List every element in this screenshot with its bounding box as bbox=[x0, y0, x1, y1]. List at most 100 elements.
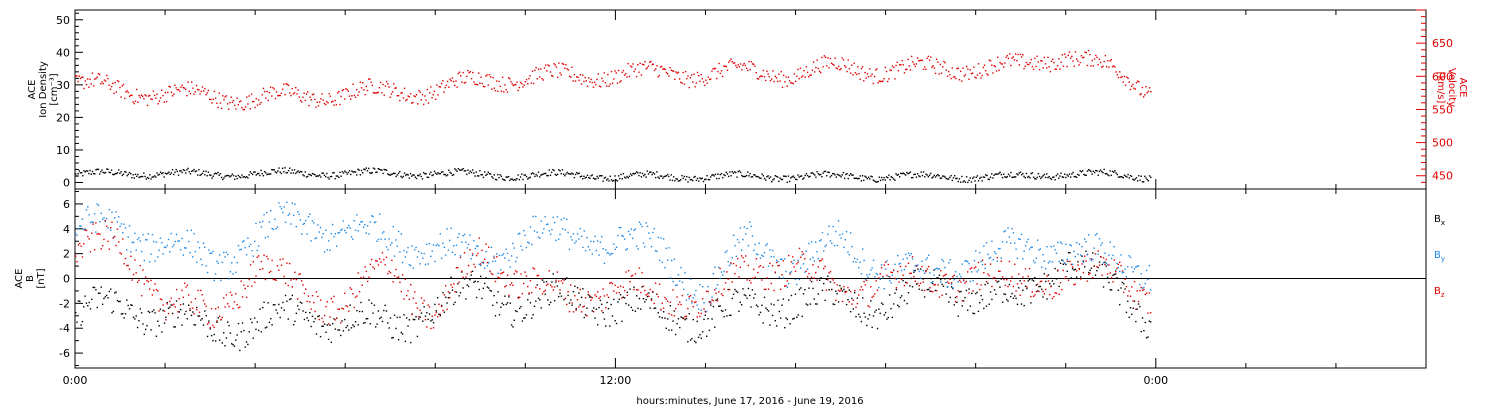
density-point bbox=[204, 174, 206, 176]
by-point bbox=[860, 273, 863, 275]
density-point bbox=[639, 172, 641, 174]
velocity-point bbox=[614, 70, 616, 72]
density-point bbox=[1099, 169, 1102, 171]
velocity-point bbox=[842, 59, 845, 61]
by-point bbox=[369, 221, 372, 223]
velocity-point bbox=[549, 71, 552, 73]
density-point bbox=[556, 173, 559, 175]
bz-point bbox=[680, 303, 682, 306]
by-point bbox=[76, 234, 78, 237]
density-point bbox=[537, 171, 540, 173]
bx-point bbox=[758, 314, 760, 316]
bz-point bbox=[387, 272, 389, 275]
by-point bbox=[189, 251, 191, 254]
bz-point bbox=[115, 244, 117, 247]
density-point bbox=[771, 181, 773, 183]
by-point bbox=[95, 231, 97, 233]
bz-point bbox=[513, 273, 515, 275]
velocity-point bbox=[1050, 60, 1053, 63]
bx-point bbox=[108, 290, 111, 293]
density-point bbox=[986, 174, 988, 177]
density-point bbox=[1063, 173, 1066, 175]
velocity-point bbox=[371, 84, 373, 87]
by-point bbox=[957, 280, 959, 283]
velocity-point bbox=[467, 69, 469, 72]
by-point bbox=[1106, 263, 1109, 266]
bz-point bbox=[259, 268, 261, 271]
velocity-point bbox=[104, 80, 107, 82]
by-point bbox=[154, 260, 156, 262]
velocity-point bbox=[1001, 63, 1004, 65]
bx-point bbox=[202, 324, 205, 326]
by-point bbox=[590, 240, 592, 243]
density-point bbox=[1113, 171, 1115, 173]
velocity-point bbox=[353, 94, 356, 97]
density-point bbox=[906, 171, 908, 174]
bz-point bbox=[97, 232, 100, 235]
bx-point bbox=[1125, 311, 1128, 314]
density-point bbox=[1043, 173, 1046, 176]
bx-point bbox=[774, 320, 776, 322]
bz-point bbox=[705, 290, 708, 293]
bz-point bbox=[213, 326, 215, 329]
velocity-point bbox=[769, 79, 772, 82]
density-point bbox=[1150, 176, 1152, 179]
velocity-point bbox=[1078, 64, 1080, 66]
bz-point bbox=[1011, 276, 1013, 278]
bx-point bbox=[913, 271, 915, 273]
bz-point bbox=[903, 284, 906, 287]
density-point bbox=[271, 168, 273, 171]
bz-point bbox=[863, 281, 865, 283]
bx-point bbox=[1084, 266, 1086, 268]
velocity-point bbox=[1138, 81, 1140, 83]
velocity-point bbox=[798, 77, 800, 80]
density-point bbox=[1108, 174, 1110, 177]
bx-point bbox=[1140, 330, 1142, 333]
velocity-point bbox=[503, 91, 505, 93]
bx-point bbox=[847, 299, 849, 301]
bz-point bbox=[122, 238, 124, 240]
by-point bbox=[268, 221, 271, 223]
density-point bbox=[675, 178, 677, 180]
bx-point bbox=[483, 282, 486, 285]
bz-point bbox=[778, 264, 781, 267]
by-point bbox=[843, 246, 845, 249]
velocity-point bbox=[405, 99, 407, 102]
by-point bbox=[192, 256, 194, 258]
velocity-point bbox=[243, 108, 246, 111]
by-point bbox=[330, 232, 333, 235]
by-point bbox=[654, 250, 657, 252]
velocity-point bbox=[206, 92, 208, 94]
bx-point bbox=[727, 288, 729, 291]
bz-point bbox=[870, 286, 872, 288]
velocity-point bbox=[592, 86, 595, 88]
bz-point bbox=[958, 279, 961, 282]
bx-point bbox=[833, 303, 836, 306]
velocity-point bbox=[1113, 65, 1115, 67]
density-point bbox=[1023, 175, 1025, 178]
bz-point bbox=[868, 306, 871, 308]
by-point bbox=[240, 248, 242, 251]
bx-point bbox=[747, 287, 750, 290]
bx-point bbox=[505, 303, 507, 306]
bx-point bbox=[470, 274, 472, 276]
bx-point bbox=[858, 313, 860, 316]
bz-point bbox=[953, 274, 955, 277]
velocity-point bbox=[225, 95, 228, 97]
bx-point bbox=[276, 312, 279, 314]
velocity-point bbox=[903, 72, 906, 74]
bz-point bbox=[644, 289, 646, 292]
bx-point bbox=[1112, 274, 1114, 277]
bz-point bbox=[1077, 264, 1079, 266]
velocity-point bbox=[219, 102, 222, 104]
velocity-point bbox=[299, 99, 302, 102]
bz-point bbox=[636, 288, 638, 291]
bz-point bbox=[229, 291, 232, 294]
bx-point bbox=[641, 286, 643, 288]
velocity-point bbox=[843, 64, 846, 67]
velocity-point bbox=[1146, 92, 1148, 94]
by-point bbox=[292, 214, 295, 217]
density-point bbox=[861, 175, 864, 177]
velocity-point bbox=[617, 69, 620, 72]
bx-point bbox=[1092, 252, 1094, 254]
